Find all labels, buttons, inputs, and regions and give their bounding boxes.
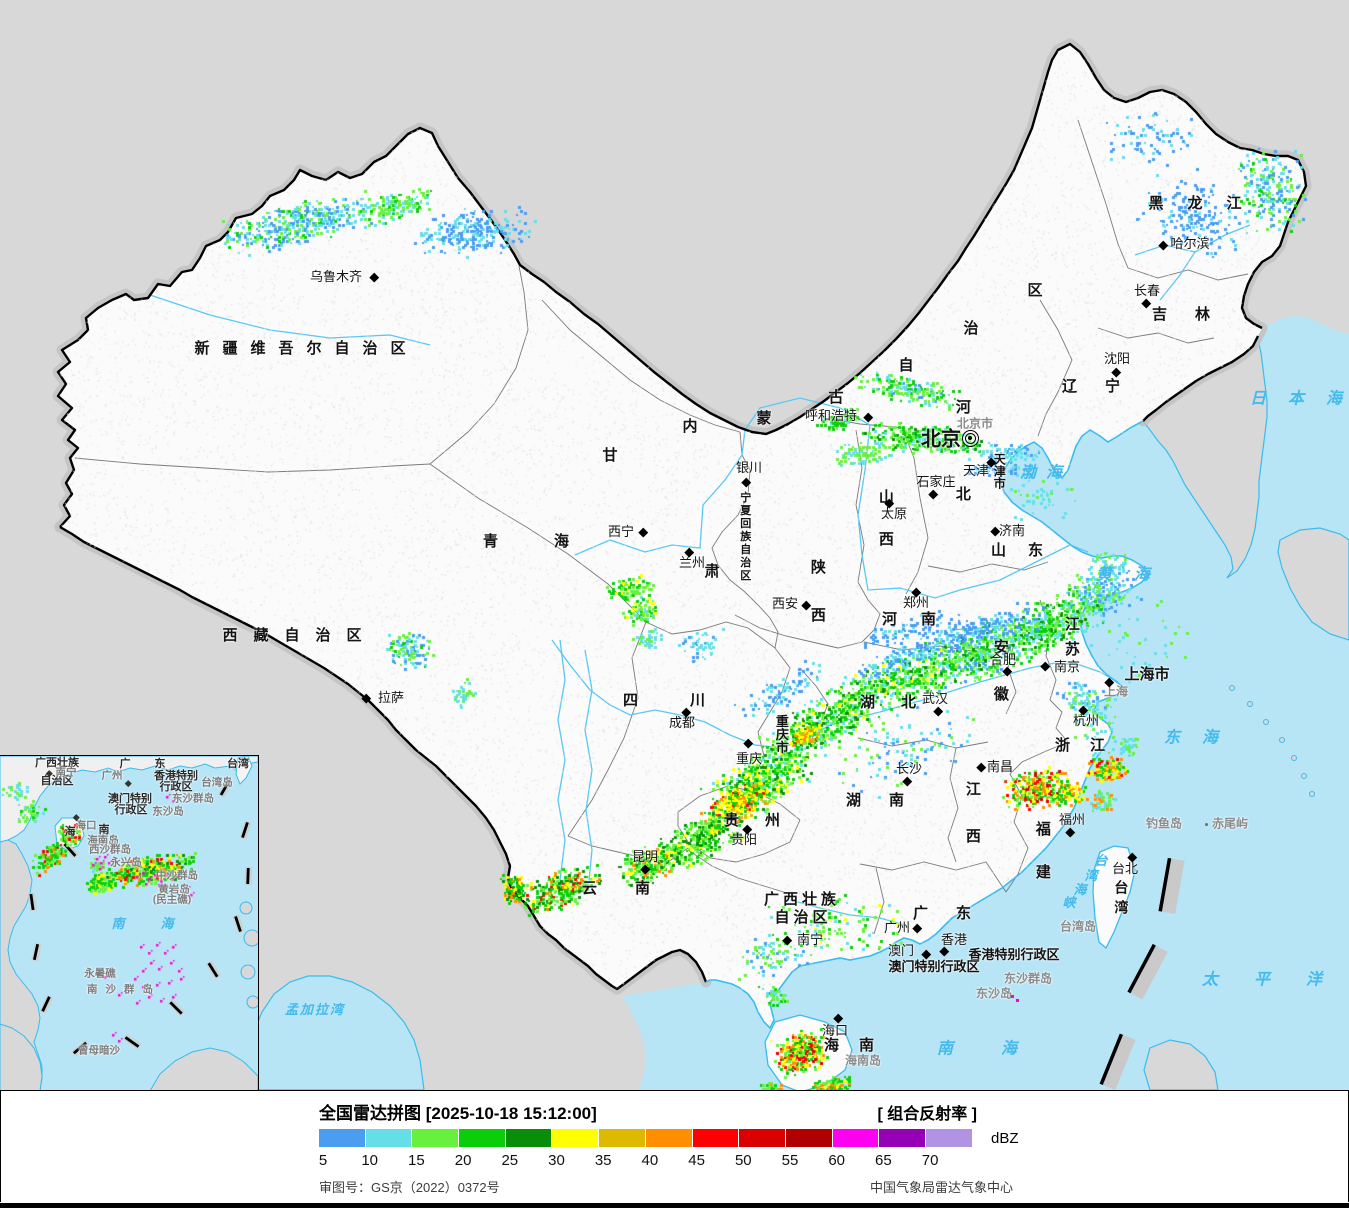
- dbz-color-segment: [599, 1129, 646, 1147]
- dbz-tick: 25: [501, 1152, 519, 1169]
- dbz-tick: 50: [734, 1152, 752, 1169]
- south-china-sea-inset-map: 广西壮族 自治区 南宁广东广州 香港特别 行政区 澳门特别 行政区 台湾 台湾岛 东沙群岛 东沙岛海…: [0, 755, 259, 1090]
- dbz-color-segment: [319, 1129, 366, 1147]
- legend-panel: 全国雷达拼图 [2025-10-18 15:12:00] [ 组合反射率 ] d…: [0, 1090, 1349, 1202]
- dbz-tick: 40: [641, 1152, 659, 1169]
- dbz-tick: 70: [921, 1152, 939, 1169]
- map-approval-number: 审图号：GS京（2022）0372号: [319, 1180, 500, 1195]
- dbz-color-segment: [785, 1129, 833, 1147]
- china-radar-map: 新疆维吾尔自治区 西藏自治区 青海甘肃内蒙古自治区宁夏回族自治区 陕西 山西 河北 山东 河南…: [0, 0, 1349, 1090]
- dbz-tick: 30: [548, 1152, 565, 1169]
- dbz-tick: 65: [875, 1152, 892, 1169]
- dbz-tick: 15: [408, 1152, 425, 1169]
- agency-credit: 中国气象局雷达气象中心: [869, 1180, 1013, 1195]
- dbz-color-segment: [459, 1129, 506, 1147]
- dbz-tick: 35: [594, 1152, 612, 1169]
- dbz-color-segment: [692, 1129, 740, 1147]
- dbz-color-segment: [552, 1129, 600, 1147]
- dbz-tick-labels: 5 10 15 20 25 30 35 40 45 50 55 60 65 70: [319, 1152, 1025, 1170]
- dbz-tick: 20: [454, 1152, 472, 1169]
- dbz-color-segment: [832, 1129, 880, 1147]
- dbz-color-segment: [925, 1129, 973, 1147]
- inset-echo-layer: [0, 756, 258, 1090]
- dbz-color-segment: [505, 1129, 553, 1147]
- dbz-tick: 60: [828, 1152, 846, 1169]
- dbz-color-segment: [645, 1129, 693, 1147]
- map-title: 全国雷达拼图 [2025-10-18 15:12:00]: [319, 1104, 597, 1123]
- product-name: [ 组合反射率 ]: [877, 1106, 977, 1123]
- dbz-tick: 45: [688, 1152, 705, 1169]
- dbz-color-segment: [879, 1129, 926, 1147]
- dbz-tick: 5: [318, 1152, 328, 1169]
- bottom-border-bar: [0, 1203, 1349, 1208]
- dbz-color-segment: [739, 1129, 786, 1147]
- dbz-tick: 55: [781, 1152, 799, 1169]
- dbz-tick: 10: [361, 1152, 379, 1169]
- dbz-color-segment: [365, 1129, 413, 1147]
- dbz-color-segment: [412, 1129, 460, 1147]
- dbz-unit-label: dBZ: [991, 1130, 1019, 1147]
- dbz-colorbar: [319, 1129, 973, 1147]
